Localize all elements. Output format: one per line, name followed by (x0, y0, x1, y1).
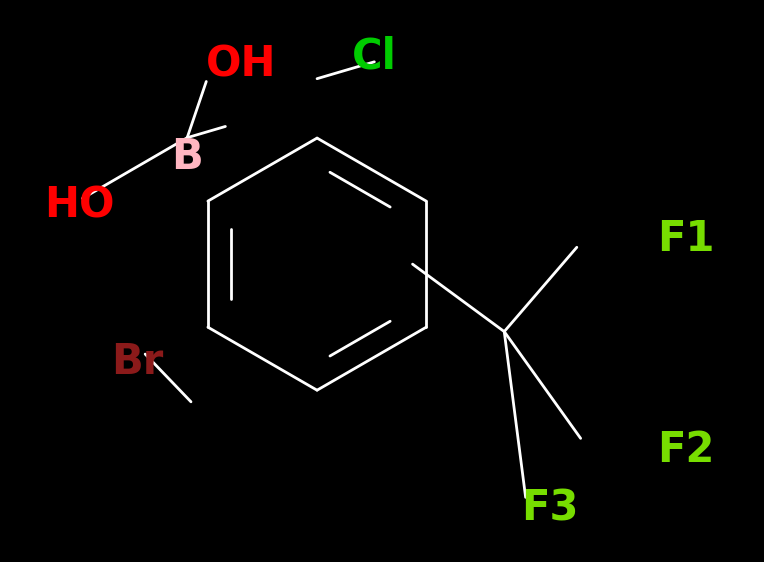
Text: B: B (171, 137, 203, 178)
Text: Br: Br (111, 342, 163, 383)
Text: F2: F2 (657, 429, 714, 470)
Text: OH: OH (206, 44, 277, 85)
Text: HO: HO (44, 184, 115, 226)
Text: Cl: Cl (352, 35, 397, 77)
Text: F1: F1 (657, 218, 714, 260)
Text: F3: F3 (521, 488, 579, 529)
